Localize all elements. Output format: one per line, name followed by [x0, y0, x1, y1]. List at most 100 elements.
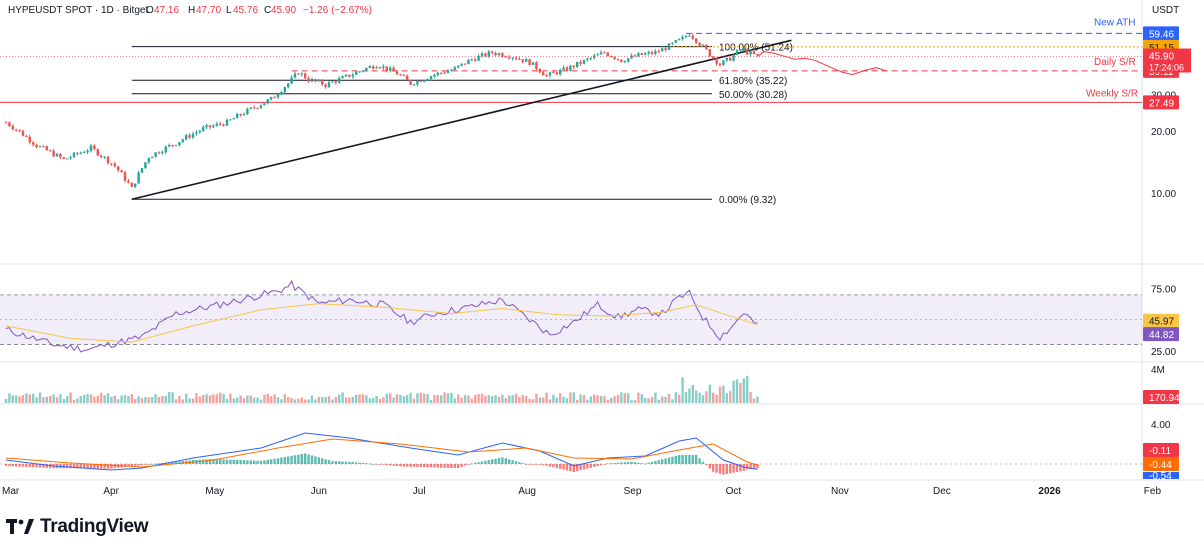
volume-bar	[433, 395, 436, 403]
volume-bar	[623, 393, 626, 403]
macd-histogram-bar	[205, 459, 208, 464]
candle-body	[654, 51, 657, 54]
candle-body	[623, 61, 626, 63]
candle-body	[18, 129, 21, 132]
macd-histogram-bar	[484, 460, 487, 464]
macd-value-badge-bg	[1143, 472, 1179, 479]
volume-bar	[96, 395, 99, 403]
volume-bar	[725, 393, 728, 403]
macd-histogram-bar	[650, 461, 654, 464]
candle-body	[96, 149, 99, 156]
volume-pane[interactable]: 4M 170.94K	[4, 365, 1187, 404]
macd-histogram-bar	[409, 464, 412, 467]
volume-bar	[324, 396, 327, 403]
volume-bar	[419, 392, 422, 403]
volume-bar	[599, 395, 603, 403]
macd-histogram-bar	[171, 462, 174, 464]
candle-body	[504, 56, 507, 58]
macd-histogram-bar	[735, 464, 739, 473]
candle-body	[161, 152, 164, 154]
candle-body	[62, 157, 65, 159]
candle-body	[545, 75, 548, 77]
volume-bar	[729, 391, 732, 403]
macd-histogram-bar	[32, 464, 35, 468]
volume-bar	[42, 397, 45, 403]
candle-body	[344, 74, 348, 77]
candle-body	[280, 91, 283, 95]
macd-histogram-bar	[627, 461, 630, 464]
candle-body	[147, 158, 150, 163]
candle-body	[93, 145, 96, 150]
macd-histogram-bar	[739, 464, 742, 472]
candle-body	[378, 67, 382, 69]
volume-bar	[280, 399, 283, 403]
volume-bar	[565, 398, 569, 403]
tradingview-logo[interactable]: TradingView	[6, 516, 149, 538]
volume-bar	[21, 395, 25, 403]
volume-bar	[436, 394, 439, 403]
candle-body	[42, 146, 45, 148]
volume-bar	[406, 395, 409, 403]
rsi-pane[interactable]: 75.00 25.00 45.97 44.82	[0, 280, 1179, 358]
macd-histogram-bar	[528, 464, 531, 465]
candle-body	[266, 99, 269, 104]
candle-body	[606, 52, 609, 56]
volume-bar	[681, 377, 684, 403]
volume-bar	[144, 397, 147, 403]
macd-histogram-bar	[147, 464, 150, 465]
time-axis-tick: May	[205, 486, 224, 497]
candle-body	[423, 80, 426, 82]
candle-body	[297, 73, 300, 75]
candle-body	[440, 72, 443, 74]
macd-histogram-bar	[45, 464, 48, 468]
macd-histogram-bar	[637, 462, 640, 464]
volume-bar	[219, 392, 222, 403]
macd-histogram-bar	[552, 464, 555, 468]
candle-body	[701, 44, 705, 46]
volume-bar	[293, 399, 297, 403]
candle-body	[596, 54, 599, 56]
macd-histogram-bar	[729, 464, 732, 474]
candle-body	[576, 61, 579, 68]
macd-histogram-bar	[664, 458, 667, 464]
macd-histogram-bar	[246, 460, 249, 464]
volume-bar	[229, 393, 232, 403]
volume-bar	[552, 394, 555, 403]
macd-histogram-bar	[76, 464, 79, 469]
candle-body	[416, 80, 419, 85]
macd-histogram-bar	[242, 460, 246, 464]
volume-bar	[497, 396, 501, 403]
volume-bar	[412, 398, 416, 403]
candle-body	[678, 38, 681, 41]
candle-body	[219, 123, 222, 125]
volume-bar	[715, 394, 718, 403]
volume-bar	[310, 395, 314, 403]
macd-histogram-bar	[501, 457, 504, 464]
volume-bar	[76, 398, 79, 403]
candle-body	[79, 152, 82, 154]
macd-pane[interactable]: 4.00 -0.11 -0.44-0.54	[0, 420, 1179, 482]
macd-histogram-bar	[514, 461, 518, 464]
volume-bar	[358, 394, 361, 403]
volume-bar	[688, 388, 691, 403]
level-badge-bg	[1143, 26, 1179, 41]
candle-body	[395, 71, 399, 75]
volume-bar	[698, 392, 701, 403]
candle-body	[725, 57, 728, 61]
volume-bar	[161, 396, 164, 403]
candle-body	[582, 59, 586, 64]
volume-bar	[637, 392, 640, 403]
macd-histogram-bar	[317, 457, 320, 464]
volume-bar	[93, 396, 96, 403]
volume-bar	[423, 393, 426, 403]
volume-bar	[307, 399, 310, 403]
candle-body	[120, 170, 123, 173]
macd-histogram-bar	[620, 462, 623, 464]
rsi-value-badge-bg	[1143, 327, 1179, 342]
macd-histogram-bar	[100, 464, 103, 469]
volume-bar	[732, 380, 735, 403]
macd-histogram-bar	[562, 464, 565, 470]
